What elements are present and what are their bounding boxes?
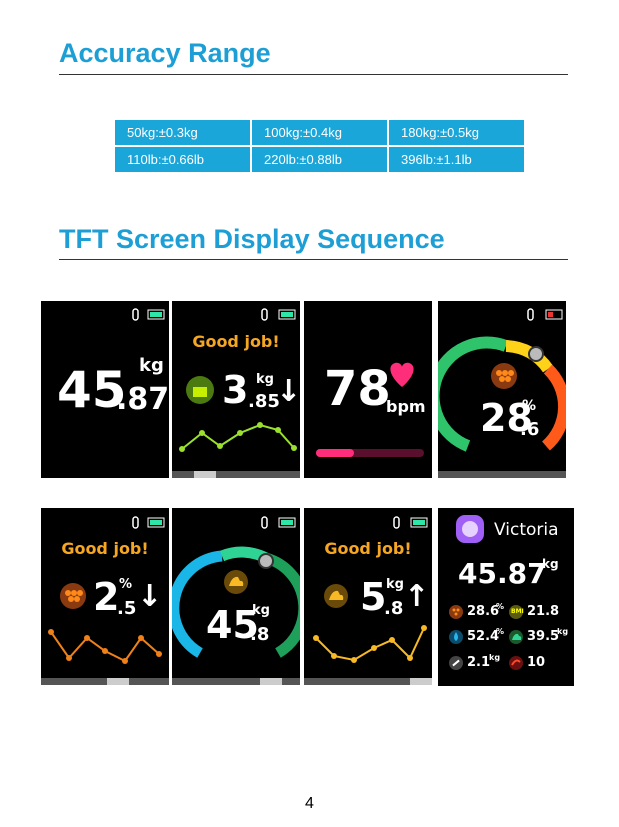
screen-weight-change: Good job! 3 .85 kg ↓ [172, 301, 300, 478]
fat-unit: % [522, 398, 537, 414]
bmi-icon [509, 605, 523, 619]
weight-integer: 45 [57, 361, 127, 419]
summary-visceral: 10 [527, 655, 546, 670]
fat-decimal: .6 [520, 419, 540, 440]
heart-rate-unit: bpm [386, 397, 426, 416]
page-indicator [438, 471, 566, 478]
battery-icon [147, 517, 165, 528]
screen-heart-rate: 78 bpm [304, 301, 432, 478]
link-icon [393, 516, 400, 529]
summary-water: 52.4 [467, 629, 500, 644]
battery-icon [278, 517, 296, 528]
sequence-heading: TFT Screen Display Sequence [59, 224, 445, 254]
user-avatar [456, 515, 484, 543]
value-decimal: .5 [117, 598, 137, 619]
page-indicator [172, 678, 300, 685]
battery-icon [278, 309, 296, 320]
summary-weight: 45.87 [458, 557, 547, 590]
down-arrow: ↓ [276, 374, 300, 409]
heart-rate-value: 78 [324, 361, 391, 417]
screen-muscle-gauge: 45 .8 kg [172, 508, 300, 685]
weight-icon [186, 376, 214, 404]
screen-summary: Victoria 45.87 kg 28.6 % BMI 21.8 52.4 %… [438, 508, 574, 686]
summary-bmi-label: BMI [511, 608, 524, 615]
accuracy-heading: Accuracy Range [59, 38, 271, 68]
fat-icon [60, 583, 86, 609]
good-job-title: Good job! [324, 539, 412, 558]
page-indicator [304, 678, 432, 685]
page-number: 4 [305, 795, 314, 812]
gauge-arc [438, 336, 509, 452]
summary-weight-unit: kg [542, 557, 559, 571]
summary-fat-unit: % [496, 602, 505, 611]
screen-body-fat-gauge: 28 .6 % [438, 301, 566, 478]
muscle-icon [324, 584, 348, 608]
table-cell: 180kg:±0.5kg [389, 120, 524, 145]
screen-fat-change: Good job! 2 .5 % ↓ [41, 508, 169, 685]
battery-icon [147, 309, 165, 320]
table-cell: 220lb:±0.88lb [252, 147, 387, 172]
gauge-arc [172, 550, 223, 658]
page-indicator [41, 678, 169, 685]
table-row: 50kg:±0.3kg 100kg:±0.4kg 180kg:±0.5kg [115, 120, 524, 145]
fat-integer: 28 [480, 396, 533, 440]
battery-icon [410, 517, 428, 528]
table-row: 110lb:±0.66lb 220lb:±0.88lb 396lb:±1.1lb [115, 147, 524, 172]
muscle-integer: 45 [206, 603, 259, 647]
gauge-pointer [528, 346, 544, 362]
muscle-icon [224, 570, 248, 594]
heart-icon [390, 362, 414, 387]
value-decimal: .85 [248, 391, 280, 412]
fat-icon [449, 605, 463, 619]
battery-low-icon [545, 309, 563, 320]
table-cell: 100kg:±0.4kg [252, 120, 387, 145]
value-unit: kg [386, 577, 404, 592]
bone-icon [449, 656, 463, 670]
value-integer: 2 [93, 575, 120, 619]
value-integer: 3 [222, 368, 249, 412]
good-job-title: Good job! [192, 332, 280, 351]
gauge-pointer [258, 553, 274, 569]
muscle-unit: kg [252, 603, 270, 618]
up-arrow: ↑ [404, 579, 430, 614]
link-icon [261, 516, 268, 529]
progress-bar [316, 449, 424, 457]
summary-muscle-unit: kg [557, 627, 569, 636]
summary-muscle: 39.5 [527, 629, 560, 644]
screen-weight: 45 .87 kg [41, 301, 169, 478]
down-arrow: ↓ [137, 579, 163, 614]
good-job-title: Good job! [61, 539, 149, 558]
summary-fat: 28.6 [467, 604, 500, 619]
table-cell: 110lb:±0.66lb [115, 147, 250, 172]
visceral-icon [509, 656, 523, 670]
screen-muscle-change: Good job! 5 .8 kg ↑ [304, 508, 432, 685]
weight-unit: kg [139, 355, 164, 376]
fat-icon [491, 363, 517, 389]
summary-water-unit: % [496, 627, 505, 636]
link-icon [132, 516, 139, 529]
heading-rule [59, 259, 568, 260]
summary-bone-unit: kg [489, 653, 501, 662]
summary-bone: 2.1 [467, 655, 491, 670]
muscle-decimal: .8 [250, 624, 270, 645]
value-integer: 5 [360, 575, 387, 619]
summary-bmi: 21.8 [527, 604, 560, 619]
muscle-icon [509, 630, 523, 644]
water-icon [449, 630, 463, 644]
table-cell: 50kg:±0.3kg [115, 120, 250, 145]
link-icon [527, 308, 534, 321]
link-icon [132, 308, 139, 321]
value-unit: kg [256, 372, 274, 387]
heading-rule [59, 74, 568, 75]
accuracy-table: 50kg:±0.3kg 100kg:±0.4kg 180kg:±0.5kg 11… [113, 118, 526, 174]
value-decimal: .8 [384, 598, 404, 619]
weight-decimal: .87 [116, 382, 169, 417]
link-icon [261, 308, 268, 321]
value-unit: % [119, 577, 133, 592]
user-name: Victoria [494, 520, 559, 540]
page-indicator [172, 471, 300, 478]
table-cell: 396lb:±1.1lb [389, 147, 524, 172]
